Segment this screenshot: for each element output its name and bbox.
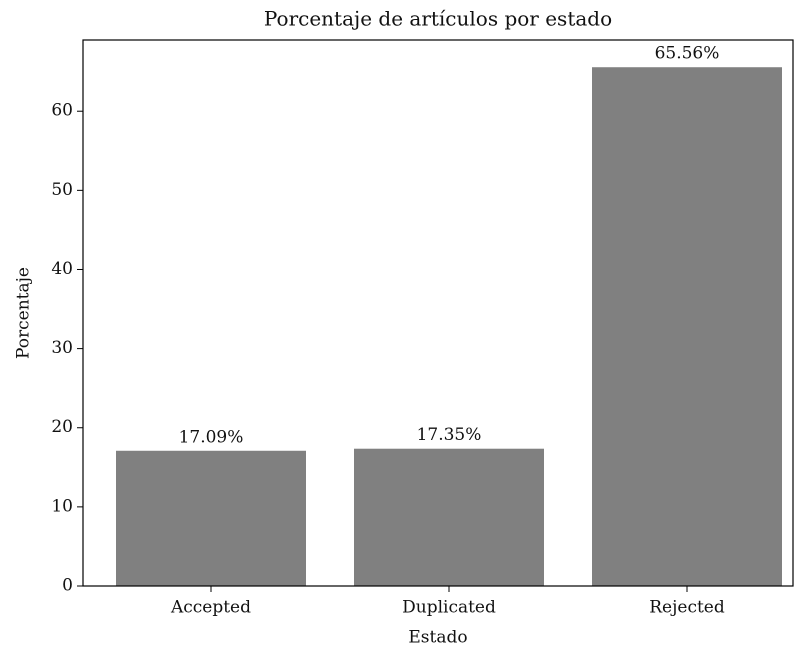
bar (592, 67, 782, 586)
data-label: 65.56% (655, 44, 720, 64)
chart-title: Porcentaje de artículos por estado (264, 7, 612, 31)
x-tick-label: Rejected (649, 598, 725, 618)
x-axis-label: Estado (408, 628, 467, 648)
plot-frame (82, 39, 794, 587)
y-tick-label: 40 (51, 259, 73, 279)
data-label: 17.35% (417, 425, 482, 445)
bar (116, 450, 306, 586)
y-tick-label: 60 (51, 101, 73, 121)
y-tick-label: 10 (51, 496, 73, 516)
y-axis-label: Porcentaje (14, 267, 34, 359)
x-tick-label: Accepted (170, 598, 251, 618)
data-label: 17.09% (179, 427, 244, 447)
y-tick-label: 0 (62, 576, 73, 596)
x-tick-label: Duplicated (402, 598, 496, 618)
y-tick-label: 20 (51, 417, 73, 437)
y-tick-label: 50 (51, 180, 73, 200)
bar (354, 448, 544, 586)
y-tick-label: 30 (51, 338, 73, 358)
